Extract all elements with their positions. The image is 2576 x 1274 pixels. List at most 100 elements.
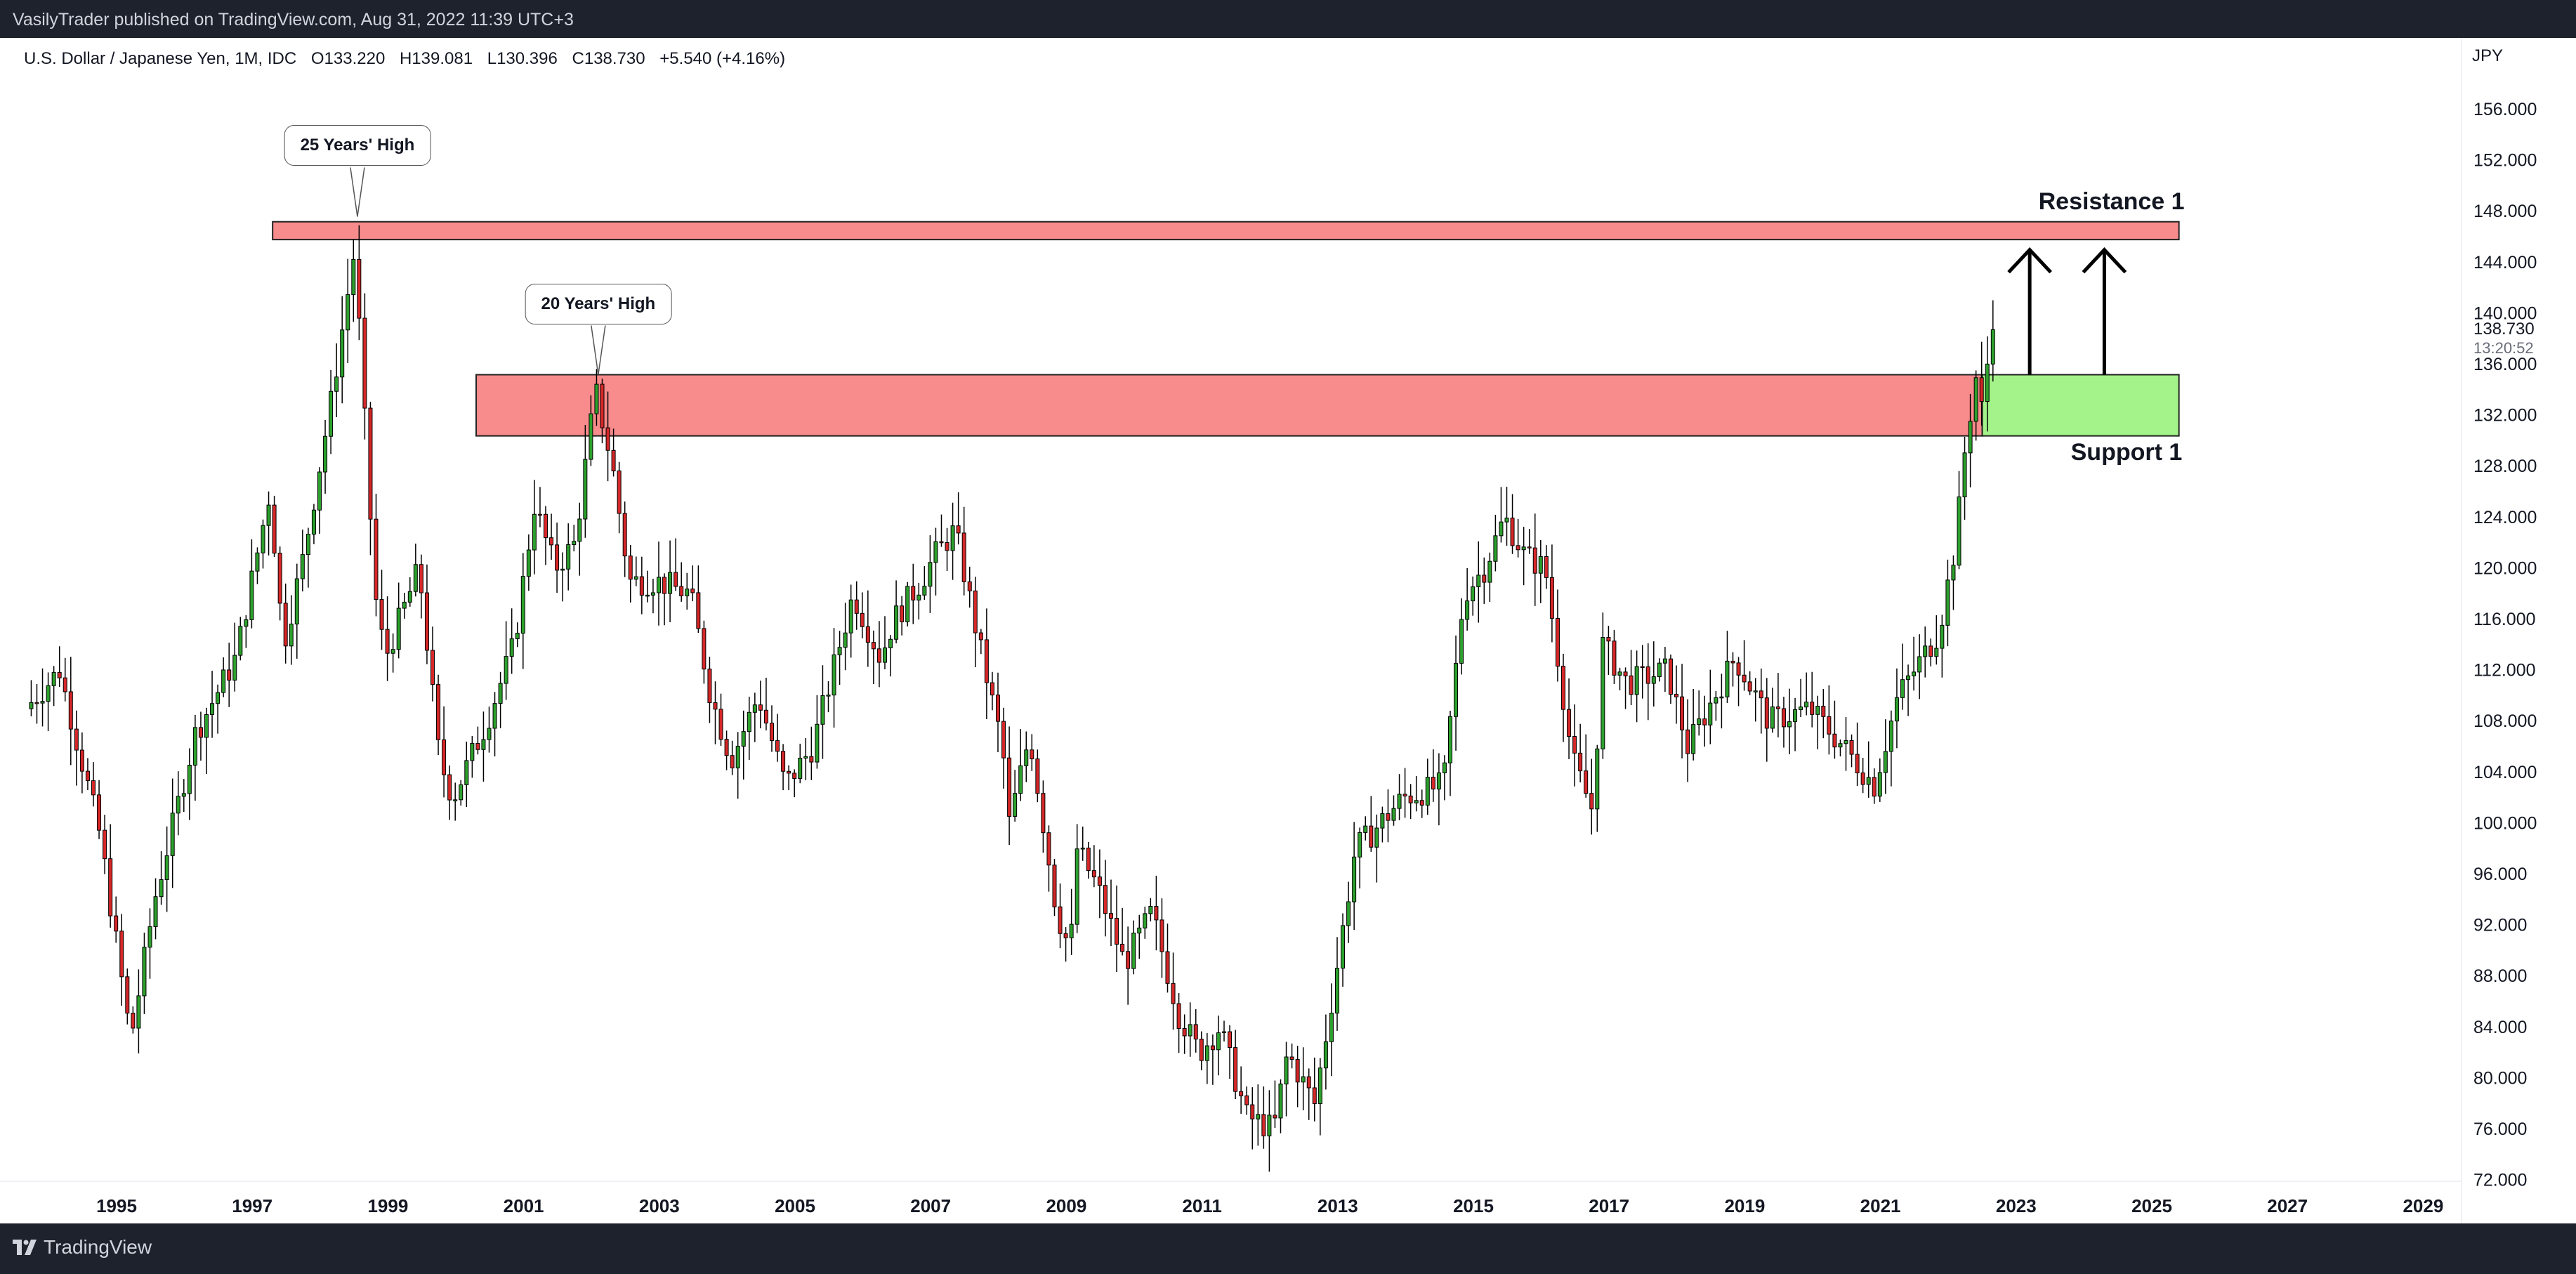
candle-bull bbox=[1374, 827, 1379, 848]
y-tick-label: 120.000 bbox=[2473, 558, 2537, 578]
candle-bear bbox=[775, 740, 780, 752]
candle-bear bbox=[543, 513, 548, 539]
candle-bull bbox=[1595, 748, 1600, 810]
candle-bull bbox=[1815, 705, 1820, 715]
candle-bull bbox=[589, 413, 593, 460]
candle-bull bbox=[1753, 690, 1758, 692]
tradingview-logo[interactable]: TradingView bbox=[13, 1236, 152, 1259]
candle-bull bbox=[1329, 1013, 1334, 1042]
candle-bull bbox=[238, 626, 243, 656]
close-value: C138.730 bbox=[572, 49, 645, 68]
candle-bear bbox=[1041, 793, 1046, 834]
candle-bear bbox=[730, 755, 735, 768]
candle-bull bbox=[1708, 702, 1713, 725]
support-1-zone bbox=[1981, 374, 2180, 437]
candle-bear bbox=[374, 518, 379, 600]
candle-bear bbox=[436, 684, 441, 740]
x-tick-label: 2017 bbox=[1589, 1195, 1629, 1216]
candle-bear bbox=[1589, 793, 1594, 810]
candle-bear bbox=[1193, 1024, 1198, 1039]
candle-bear bbox=[447, 774, 452, 801]
candle-bull bbox=[1951, 565, 1956, 581]
candle-bull bbox=[1256, 1114, 1261, 1119]
x-tick-label: 2027 bbox=[2267, 1195, 2308, 1216]
candle-bull bbox=[560, 568, 565, 571]
candle-bull bbox=[1962, 452, 1967, 497]
candle-bull bbox=[453, 799, 458, 801]
candle-bull bbox=[1018, 765, 1023, 794]
y-tick-label: 132.000 bbox=[2473, 406, 2537, 426]
candle-bull bbox=[492, 703, 497, 729]
candle-bear bbox=[1606, 637, 1611, 642]
candle-bear bbox=[945, 542, 949, 551]
candle-bear bbox=[763, 709, 768, 724]
candle-bull bbox=[1900, 679, 1905, 698]
candle-bear bbox=[617, 471, 622, 514]
candle-bear bbox=[662, 577, 667, 594]
candle-bull bbox=[1341, 925, 1346, 968]
chart-area[interactable]: 72.000 76.000 80.000 84.000 88.000 92.000 96.0… bbox=[0, 38, 2576, 1223]
candle-bull bbox=[668, 572, 673, 594]
candle-bull bbox=[1459, 619, 1464, 664]
candle-bull bbox=[1945, 579, 1950, 626]
candle-bear bbox=[1250, 1104, 1255, 1119]
x-tick-label: 2021 bbox=[1860, 1195, 1901, 1216]
candle-bear bbox=[1030, 749, 1034, 760]
candle-bear bbox=[1645, 666, 1650, 684]
candle-bear bbox=[34, 702, 39, 704]
candle-bull bbox=[329, 390, 334, 437]
candle-bear bbox=[1555, 617, 1560, 667]
candle-bear bbox=[1126, 951, 1131, 969]
candle-bull bbox=[176, 796, 180, 814]
y-tick-label: 104.000 bbox=[2473, 763, 2537, 782]
candle-bear bbox=[119, 931, 124, 978]
candle-bull bbox=[487, 728, 492, 740]
candle-bull bbox=[1601, 637, 1605, 749]
candle-bull bbox=[1793, 709, 1798, 723]
candle-bull bbox=[1838, 743, 1843, 748]
callout-25-years-high: 25 Years' High bbox=[284, 125, 431, 166]
candle-bear bbox=[758, 704, 763, 711]
bar-countdown: 13:20:52 bbox=[2473, 339, 2534, 357]
candle-bull bbox=[1358, 832, 1362, 858]
candle-bull bbox=[1391, 808, 1396, 821]
candle-bull bbox=[747, 711, 751, 733]
low-value: L130.396 bbox=[487, 49, 558, 68]
candle-bear bbox=[900, 605, 905, 622]
candle-bull bbox=[922, 586, 927, 596]
candle-bear bbox=[1572, 736, 1577, 754]
candle-bear bbox=[1623, 671, 1628, 676]
candle-bull bbox=[1940, 624, 1945, 649]
y-tick-label: 92.000 bbox=[2473, 916, 2527, 935]
target-arrow-head bbox=[2007, 247, 2052, 274]
ohlc-legend: U.S. Dollar / Japanese Yen, 1M, IDC O133… bbox=[24, 49, 795, 69]
candle-bear bbox=[1228, 1031, 1233, 1049]
candle-bull bbox=[577, 518, 582, 542]
candle-bear bbox=[1736, 662, 1741, 676]
candle-bear bbox=[1629, 675, 1634, 695]
candle-bull bbox=[1188, 1024, 1192, 1037]
candle-bear bbox=[1855, 754, 1860, 773]
candle-bull bbox=[1923, 645, 1928, 657]
candle-bull bbox=[187, 764, 192, 794]
candle-bull bbox=[1714, 697, 1719, 704]
candle-bear bbox=[1680, 696, 1685, 730]
candle-bear bbox=[125, 976, 130, 1014]
x-tick-label: 2029 bbox=[2403, 1195, 2443, 1216]
candle-bull bbox=[916, 594, 921, 600]
candle-bull bbox=[1487, 560, 1492, 583]
candle-bull bbox=[820, 695, 825, 725]
y-tick-label: 80.000 bbox=[2473, 1068, 2527, 1088]
candle-bull bbox=[1617, 671, 1622, 676]
candle-bull bbox=[1657, 662, 1662, 678]
candle-bull bbox=[204, 714, 209, 738]
candle-bull bbox=[402, 601, 407, 609]
candle-bear bbox=[939, 541, 944, 544]
candle-bear bbox=[854, 599, 859, 614]
candle-bull bbox=[950, 525, 955, 551]
candle-bear bbox=[549, 537, 554, 546]
candle-bear bbox=[1747, 681, 1752, 692]
candle-bull bbox=[685, 589, 690, 596]
candle-bull bbox=[1334, 967, 1339, 1014]
chart-svg[interactable]: 72.000 76.000 80.000 84.000 88.000 92.000 96.0… bbox=[0, 38, 2576, 1223]
